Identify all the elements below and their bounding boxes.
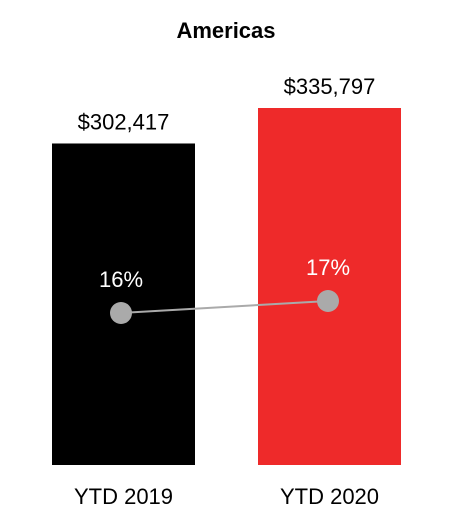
line-point	[110, 302, 132, 324]
x-tick-label: YTD 2020	[280, 484, 379, 509]
value-label: $335,797	[284, 74, 376, 99]
line	[120, 300, 329, 314]
line-point	[317, 290, 339, 312]
line-value-label: 17%	[306, 255, 350, 280]
chart-title: Americas	[176, 18, 275, 43]
x-tick-label: YTD 2019	[74, 484, 173, 509]
value-label: $302,417	[78, 109, 170, 134]
bar	[258, 108, 401, 465]
line-value-label: 16%	[99, 267, 143, 292]
